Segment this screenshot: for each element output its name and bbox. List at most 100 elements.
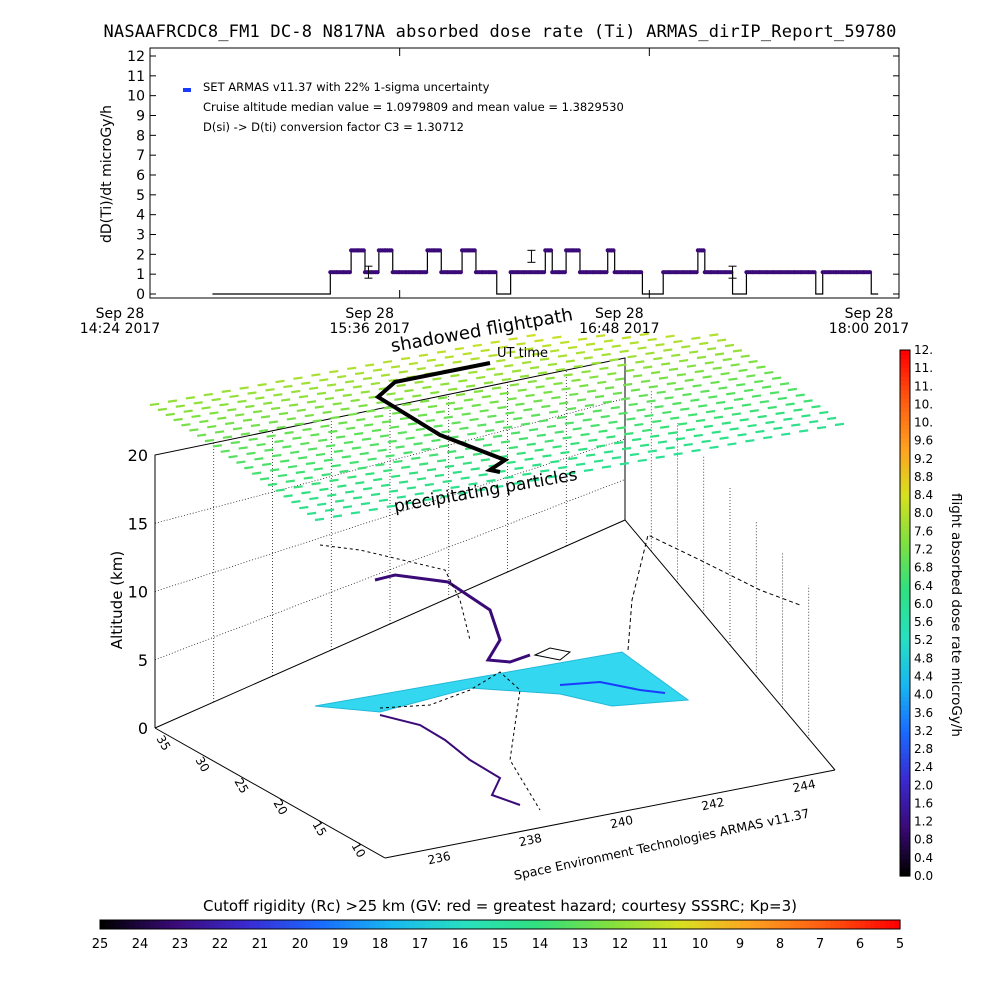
particle-dash	[538, 419, 549, 423]
particle-dash	[634, 422, 644, 427]
particle-dash	[547, 362, 558, 367]
particle-dash	[443, 415, 453, 420]
particle-dash	[801, 414, 811, 418]
colorbar-slice	[900, 748, 910, 754]
latitude-tick-label: 30	[193, 754, 213, 774]
particle-dash	[331, 464, 341, 468]
particle-dash	[573, 364, 583, 369]
particle-dash	[404, 388, 414, 393]
particle-dash	[705, 409, 716, 414]
particle-dash	[706, 347, 717, 351]
top-x-tick-label-line2: 14:24 2017	[80, 321, 160, 337]
colorbar-slice	[900, 380, 910, 386]
rigidity-colorbar-slice	[785, 920, 791, 929]
particle-dash	[354, 371, 365, 376]
particle-dash	[513, 416, 523, 421]
rigidity-colorbar-slice	[525, 920, 531, 929]
particle-dash	[391, 474, 401, 478]
particle-dash	[685, 427, 696, 432]
rigidity-colorbar-slice	[625, 920, 631, 929]
particle-dash	[741, 403, 752, 407]
back-wall-grid-horizontal	[154, 398, 626, 524]
rigidity-colorbar-slice	[390, 920, 396, 929]
rigidity-colorbar-slice	[690, 920, 696, 929]
particle-dash	[680, 407, 690, 411]
particle-dash	[526, 333, 536, 338]
colorbar-slice	[900, 358, 910, 364]
particle-dash	[490, 449, 501, 453]
particle-dash	[398, 480, 409, 484]
particle-dash	[246, 451, 256, 456]
particle-dash	[525, 393, 535, 398]
colorbar-slice	[900, 577, 910, 583]
dose-rate-point	[576, 248, 581, 253]
particle-dash	[473, 389, 484, 394]
particle-dash	[632, 374, 643, 378]
particle-dash	[622, 382, 633, 387]
particle-dash	[819, 410, 829, 415]
particle-dash	[552, 445, 562, 449]
particle-dash	[719, 436, 729, 440]
particle-dash	[276, 425, 286, 430]
rigidity-tick-label: 21	[252, 937, 269, 952]
rigidity-colorbar-slice	[840, 920, 846, 929]
particle-dash	[409, 408, 420, 412]
particle-dash	[389, 425, 400, 429]
particle-dash	[757, 414, 767, 419]
particle-dash	[523, 408, 533, 412]
rigidity-colorbar-slice	[240, 920, 246, 929]
rigidity-colorbar-slice	[105, 920, 111, 929]
particle-dash	[795, 393, 805, 397]
rigidity-colorbar-slice	[620, 920, 626, 929]
particle-dash	[242, 418, 253, 422]
particle-dash	[673, 452, 683, 456]
particle-dash	[487, 414, 497, 418]
particle-dash	[425, 418, 435, 423]
particle-dash	[553, 381, 563, 386]
rigidity-tick-label: 22	[212, 937, 229, 952]
rigidity-colorbar-slice	[250, 920, 256, 929]
latitude-tick-label: 15	[310, 818, 330, 838]
colorbar-slice	[900, 582, 910, 588]
dose-rate-point	[437, 248, 443, 253]
legend-annotation-1: SET ARMAS v11.37 with 22% 1-sigma uncert…	[203, 80, 490, 94]
rigidity-colorbar-slice	[665, 920, 671, 929]
particle-dash	[531, 413, 541, 417]
particle-dash	[368, 507, 378, 512]
particle-dash	[311, 481, 321, 486]
particle-dash	[688, 350, 699, 354]
rigidity-colorbar-slice	[430, 920, 436, 929]
particle-dash	[640, 379, 651, 384]
colorbar-slice	[900, 503, 910, 509]
particle-dash	[399, 416, 410, 421]
rigidity-colorbar-slice	[500, 920, 506, 929]
rigidity-colorbar-slice	[490, 920, 496, 929]
particle-dash	[262, 462, 272, 467]
particle-dash	[212, 444, 223, 448]
particle-dash	[274, 439, 284, 444]
particle-dash	[714, 352, 725, 356]
particle-dash	[574, 412, 585, 416]
particle-dash	[405, 436, 415, 440]
particle-dash	[635, 360, 645, 364]
rigidity-colorbar-slice	[165, 920, 171, 929]
colorbar-slice	[900, 849, 910, 855]
particle-dash	[437, 396, 448, 400]
particle-dash	[317, 502, 327, 507]
particle-dash	[257, 383, 267, 387]
particle-dash	[304, 413, 314, 418]
colorbar-slice	[900, 630, 910, 636]
top-x-tick-label-line2: 15:36 2017	[329, 321, 409, 337]
colorbar-tick-label: 5.2	[914, 633, 933, 647]
particle-dash	[273, 393, 283, 397]
dose-rate-point	[562, 270, 567, 275]
dose-rate-colorbar	[899, 349, 911, 877]
particle-dash	[319, 378, 329, 382]
rigidity-colorbar-slice	[115, 920, 121, 929]
rigidity-colorbar-slice	[590, 920, 596, 929]
particle-dash	[696, 355, 707, 360]
colorbar-slice	[900, 529, 910, 535]
particle-dash	[365, 472, 375, 476]
particle-dash	[664, 396, 674, 400]
colorbar-tick-label: 7.6	[914, 524, 933, 538]
